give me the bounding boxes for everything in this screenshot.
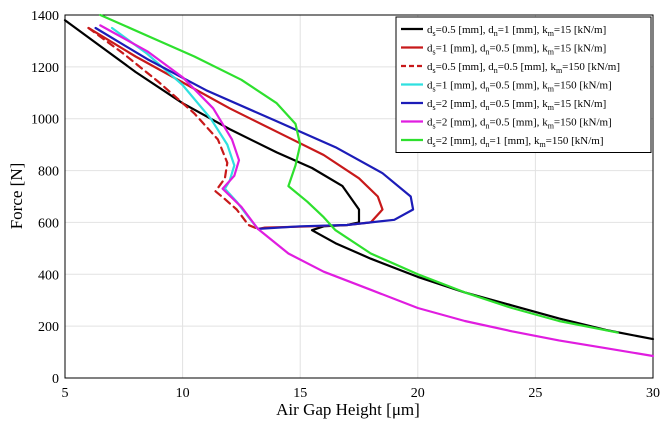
legend-label: ds=0.5 [mm], dn=0.5 [mm], km=150 [kN/m] [427, 61, 620, 75]
y-tick-label: 1200 [31, 61, 59, 76]
legend-label: ds=1 [mm], dn=0.5 [mm], km=15 [kN/m] [427, 43, 606, 57]
x-tick-labels: 5 10 15 20 25 30 [62, 386, 661, 401]
series-line [110, 26, 259, 230]
y-tick-labels: 0 200 400 600 800 1000 1200 1400 [31, 9, 59, 387]
y-tick-label: 1000 [31, 113, 59, 128]
legend-label: ds=1 [mm], dn=0.5 [mm], km=150 [kN/m] [427, 80, 612, 94]
x-tick-label: 20 [411, 386, 425, 401]
y-tick-label: 600 [38, 216, 59, 231]
series-line [87, 26, 259, 230]
legend-label: ds=2 [mm], dn=0.5 [mm], km=150 [kN/m] [427, 117, 612, 131]
y-tick-label: 800 [38, 165, 59, 180]
plot-frame [64, 14, 654, 379]
x-tick-label: 30 [646, 386, 660, 401]
x-tick-label: 10 [176, 386, 190, 401]
y-tick-label: 0 [52, 372, 59, 387]
y-axis-label: Force [N] [7, 163, 26, 230]
legend-box [395, 16, 652, 153]
legend-label: ds=2 [mm], dn=1 [mm], km=150 [kN/m] [427, 135, 604, 149]
x-tick-label: 15 [293, 386, 307, 401]
y-tick-label: 1400 [31, 9, 59, 24]
legend-label: ds=0.5 [mm], dn=1 [mm], km=15 [kN/m] [427, 24, 606, 38]
series-line [99, 13, 619, 334]
x-axis-label: Air Gap Height [μm] [276, 400, 420, 419]
y-tick-label: 400 [38, 268, 59, 283]
legend: ds=0.5 [mm], dn=1 [mm], km=15 [kN/m] ds=1… [395, 16, 652, 153]
y-tick-label: 200 [38, 320, 59, 335]
legend-label: ds=2 [mm], dn=0.5 [mm], km=15 [kN/m] [427, 98, 606, 112]
series-group [63, 13, 655, 358]
x-tick-label: 5 [62, 386, 69, 401]
series-line [99, 24, 655, 358]
series-line [94, 26, 415, 230]
x-tick-label: 25 [528, 386, 542, 401]
